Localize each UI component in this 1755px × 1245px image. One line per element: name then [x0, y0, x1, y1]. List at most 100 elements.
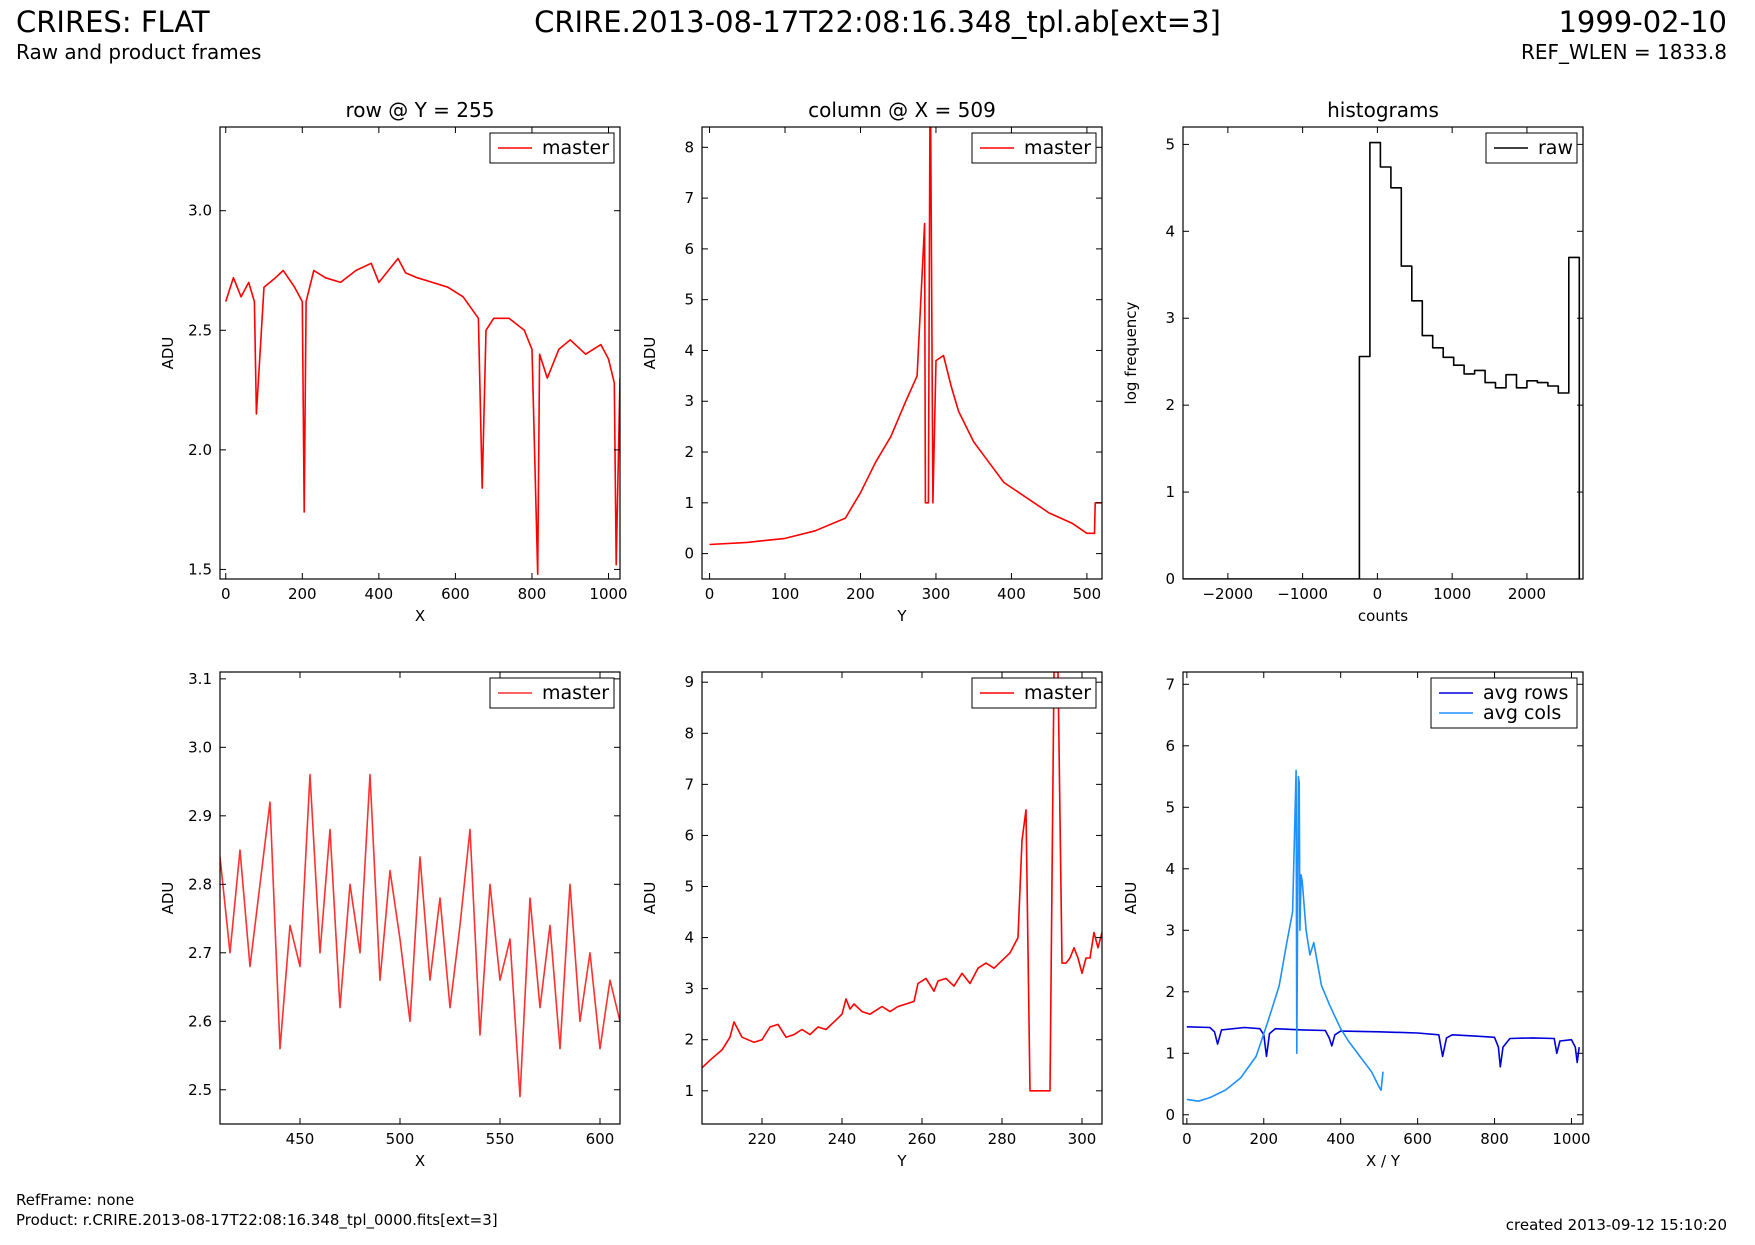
series-line-master [220, 773, 620, 1098]
legend-label: master [542, 137, 609, 159]
plot-frame [701, 126, 1103, 580]
x-tick-label: 600 [1403, 1130, 1432, 1148]
x-tick-label: 400 [365, 585, 394, 603]
x-tick-label: 200 [1249, 1130, 1278, 1148]
legend: master [971, 132, 1097, 164]
x-tick-label: 260 [908, 1130, 937, 1148]
x-axis-label: counts [1358, 607, 1408, 625]
x-tick-label: −2000 [1202, 585, 1253, 603]
y-tick-label: 7 [684, 775, 694, 793]
x-tick-label: 800 [518, 585, 547, 603]
y-tick-label: 0 [684, 545, 694, 563]
y-tick-label: 7 [1165, 675, 1175, 693]
y-tick-label: 3.0 [188, 202, 212, 220]
y-tick-label: 2 [1165, 396, 1175, 414]
report-date: 1999-02-10 [1558, 5, 1727, 39]
y-tick-label: 1 [684, 494, 694, 512]
legend: master [489, 677, 615, 709]
y-tick-label: 9 [684, 673, 694, 691]
x-tick-label: 240 [828, 1130, 857, 1148]
x-axis-label: Y [896, 607, 907, 625]
ref-frame: RefFrame: none [16, 1191, 135, 1209]
series-line-avg-rows [1186, 1026, 1580, 1068]
series-line-master [224, 257, 620, 576]
x-tick-label: 280 [988, 1130, 1017, 1148]
x-tick-label: 1000 [1433, 585, 1471, 603]
x-tick-label: 600 [441, 585, 470, 603]
file-title: CRIRE.2013-08-17T22:08:16.348_tpl.ab[ext… [534, 5, 1221, 39]
chart-title: row @ Y = 255 [346, 98, 495, 122]
x-tick-label: 0 [1373, 585, 1383, 603]
plot-frame [219, 126, 621, 580]
x-axis-label: X [415, 1152, 425, 1170]
y-tick-label: 6 [684, 826, 694, 844]
y-tick-label: 6 [1165, 737, 1175, 755]
y-tick-label: 6 [684, 240, 694, 258]
legend: master [971, 677, 1097, 709]
y-tick-label: 4 [1165, 860, 1175, 878]
plot-frame [701, 671, 1103, 1125]
x-tick-label: 200 [846, 585, 875, 603]
x-tick-label: 220 [748, 1130, 777, 1148]
y-tick-label: 5 [684, 291, 694, 309]
y-axis-label: log frequency [1122, 301, 1140, 404]
y-tick-label: 5 [684, 878, 694, 896]
series-line-master [709, 127, 1102, 546]
report-subtitle: Raw and product frames [16, 40, 262, 64]
ref-wlen: REF_WLEN = 1833.8 [1520, 40, 1727, 64]
chart-panel-3: −2000 −1000 0 1000 2000 0 1 2 3 4 5 histograms count… [1122, 98, 1584, 625]
y-tick-label: 2.5 [188, 321, 212, 339]
chart-panel-5: 220 240 260 280 300 1 2 3 4 5 6 7 8 9 Y ADU master [641, 671, 1103, 1170]
x-tick-label: 400 [1326, 1130, 1355, 1148]
legend-label: master [1024, 137, 1091, 159]
y-tick-label: 3 [1165, 921, 1175, 939]
chart-title: histograms [1327, 98, 1439, 122]
y-tick-label: 2.8 [188, 875, 212, 893]
y-axis-label: ADU [641, 337, 659, 370]
y-axis-label: ADU [159, 337, 177, 370]
y-tick-label: 0 [1165, 570, 1175, 588]
legend-box [1430, 677, 1578, 729]
y-tick-label: 1.5 [188, 560, 212, 578]
report-title: CRIRES: FLAT [16, 5, 210, 39]
legend-label: avg rows [1483, 682, 1568, 704]
legend-label: master [1024, 682, 1091, 704]
x-tick-label: 300 [1068, 1130, 1097, 1148]
chart-panel-4: 450 500 550 600 2.5 2.6 2.7 2.8 2.9 3.0 3.1 X ADU mas… [159, 670, 621, 1170]
x-axis-label: Y [896, 1152, 907, 1170]
y-tick-label: 2.5 [188, 1081, 212, 1099]
x-tick-label: 1000 [589, 585, 627, 603]
x-tick-label: 100 [771, 585, 800, 603]
x-tick-label: 800 [1480, 1130, 1509, 1148]
y-tick-label: 7 [684, 189, 694, 207]
chart-panel-1: 0 200 400 600 800 1000 1.5 2.0 2.5 3.0 row @ Y = 2… [159, 98, 628, 625]
plot-frame [1182, 671, 1584, 1125]
y-tick-label: 1 [684, 1082, 694, 1100]
x-tick-label: 400 [997, 585, 1026, 603]
created-timestamp: created 2013-09-12 15:10:20 [1505, 1216, 1727, 1234]
x-tick-label: 300 [922, 585, 951, 603]
legend-label: raw [1538, 137, 1573, 159]
x-tick-label: 0 [705, 585, 715, 603]
y-tick-label: 4 [684, 341, 694, 359]
x-tick-label: 450 [286, 1130, 315, 1148]
y-tick-label: 8 [684, 138, 694, 156]
y-tick-label: 1 [1165, 1044, 1175, 1062]
y-tick-label: 2 [1165, 983, 1175, 1001]
x-tick-label: 0 [1182, 1130, 1192, 1148]
chart-panel-2: 0 100 200 300 400 500 0 1 2 3 4 5 6 7 8 column @ X = 50… [641, 98, 1103, 625]
y-tick-label: 2 [684, 1031, 694, 1049]
y-axis-label: ADU [1122, 882, 1140, 915]
y-tick-label: 4 [684, 929, 694, 947]
x-tick-label: 0 [221, 585, 231, 603]
y-tick-label: 2.0 [188, 441, 212, 459]
x-axis-label: X [415, 607, 425, 625]
plot-frame [219, 671, 621, 1125]
y-tick-label: 3.1 [188, 670, 212, 688]
y-tick-label: 5 [1165, 798, 1175, 816]
x-tick-label: 600 [586, 1130, 615, 1148]
y-tick-label: 0 [1165, 1106, 1175, 1124]
legend: raw [1485, 132, 1578, 164]
